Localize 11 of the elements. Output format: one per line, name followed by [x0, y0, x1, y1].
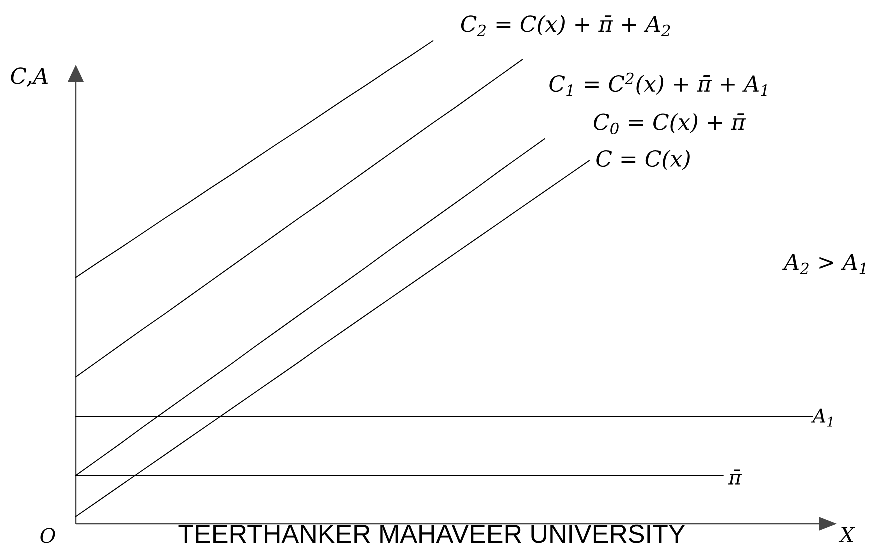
x-axis-title: X [838, 527, 856, 542]
series-label: π̄ [728, 470, 742, 485]
series-label: C = C(x) [596, 150, 690, 170]
y-axis-title: C,A [11, 68, 48, 87]
text: C$_{0}$ = C(x) + π̄ [594, 113, 746, 135]
text: O [40, 528, 56, 544]
series-label: C$_{1}$ = C$^{2}$(x) + π̄ + A$_{1}$ [550, 72, 767, 96]
series-label: A$_{1}$ [811, 408, 832, 427]
series-label: C$_{2}$ = C(x) + π̄ + A$_{2}$ [461, 15, 670, 36]
text: TEERTHANKER MAHAVEER UNIVERSITY [178, 524, 686, 544]
annotation: A$_{2}$ > A$_{1}$ [782, 254, 866, 274]
